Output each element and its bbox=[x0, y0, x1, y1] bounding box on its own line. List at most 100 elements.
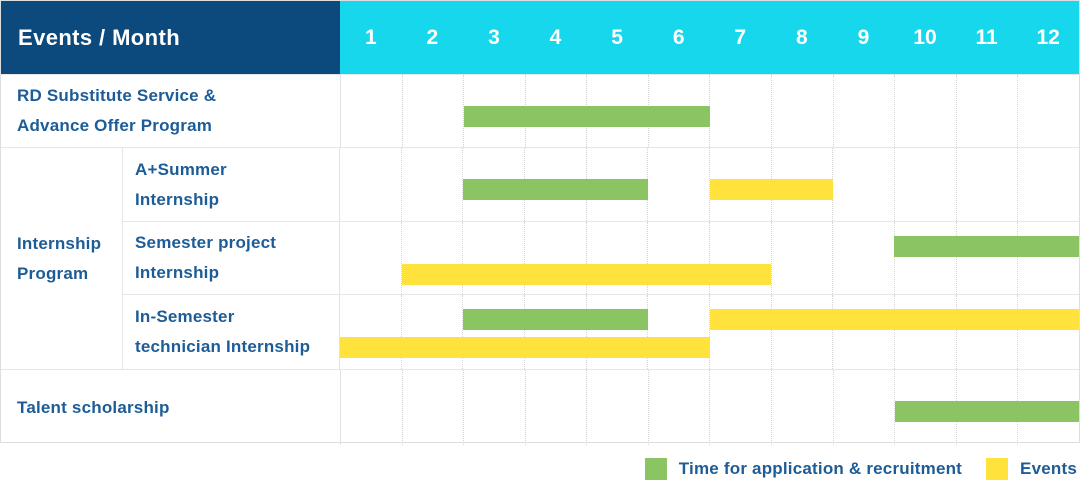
month-cell bbox=[585, 295, 648, 369]
month-cell bbox=[585, 222, 648, 294]
month-cell bbox=[400, 295, 463, 369]
event-row: RD Substitute Service & Advance Offer Pro… bbox=[1, 74, 1079, 147]
label-line: A+Summer bbox=[135, 159, 227, 179]
application-bar bbox=[463, 309, 648, 330]
month-header-cell: 2 bbox=[426, 25, 439, 49]
month-cell bbox=[1017, 222, 1079, 294]
label-line: Semester project bbox=[135, 233, 277, 252]
month-cell bbox=[894, 222, 956, 294]
event-row: Talent scholarship bbox=[1, 369, 1079, 445]
event-bar bbox=[340, 337, 710, 358]
month-grid bbox=[339, 222, 1079, 294]
month-header-row: 1 2 3 4 5 6 7 8 9 10 11 12 bbox=[340, 1, 1079, 74]
label-line: Program bbox=[17, 263, 89, 283]
month-cell bbox=[770, 222, 833, 294]
legend-swatch-application bbox=[644, 457, 667, 480]
month-cell bbox=[586, 370, 648, 445]
month-cell bbox=[771, 75, 833, 147]
month-cell bbox=[955, 222, 1018, 294]
month-header-cell: 5 bbox=[611, 25, 623, 49]
month-cell bbox=[340, 148, 401, 221]
row-label: Talent scholarship bbox=[1, 370, 340, 445]
month-cell bbox=[832, 75, 895, 147]
legend-label: Time for application & recruitment bbox=[678, 458, 963, 478]
month-grid bbox=[340, 75, 1079, 147]
legend-label: Events bbox=[1020, 458, 1077, 478]
month-header-cell: 6 bbox=[672, 25, 685, 49]
month-cell bbox=[463, 75, 525, 147]
legend-item: Time for application & recruitment bbox=[644, 457, 963, 480]
legend-item: Events bbox=[986, 457, 1077, 480]
month-cell bbox=[770, 295, 833, 369]
month-grid bbox=[340, 370, 1079, 445]
month-cell bbox=[771, 370, 833, 445]
month-cell bbox=[401, 370, 464, 445]
event-subrow: A+Summer Internship bbox=[123, 148, 1079, 221]
label-line: Internship bbox=[135, 189, 220, 209]
month-cell bbox=[955, 295, 1018, 369]
month-cell bbox=[832, 370, 895, 445]
month-cell bbox=[647, 148, 709, 221]
month-cell bbox=[709, 75, 771, 147]
month-cell bbox=[709, 295, 771, 369]
group-label: Internship Program bbox=[1, 148, 123, 369]
row-label: Semester project Internship bbox=[123, 222, 339, 294]
month-cell bbox=[832, 295, 894, 369]
label-line: Talent scholarship bbox=[17, 397, 170, 417]
label-line: Internship bbox=[17, 233, 102, 253]
month-cell bbox=[894, 148, 956, 221]
month-cell bbox=[341, 370, 402, 445]
month-grid bbox=[339, 148, 1079, 221]
row-label: In-Semester technician Internship bbox=[123, 295, 339, 369]
legend: Time for application & recruitment Events bbox=[0, 443, 1080, 494]
month-cell bbox=[462, 222, 524, 294]
month-header-cell: 10 bbox=[913, 25, 937, 49]
month-cell bbox=[647, 222, 709, 294]
month-cell bbox=[462, 148, 524, 221]
event-bar bbox=[401, 264, 772, 285]
month-cell bbox=[400, 222, 463, 294]
label-line: Internship bbox=[135, 263, 220, 282]
month-cell bbox=[462, 295, 524, 369]
month-cell bbox=[524, 295, 586, 369]
application-bar bbox=[894, 401, 1079, 422]
month-header-cell: 8 bbox=[795, 25, 808, 49]
label-line: Advance Offer Program bbox=[17, 116, 213, 135]
month-header-cell: 4 bbox=[549, 25, 562, 49]
group-children: A+Summer Internship Semester project Intern… bbox=[123, 148, 1079, 369]
month-cell bbox=[832, 148, 894, 221]
event-bar bbox=[709, 309, 1079, 330]
group-row: Internship Program A+Summer Internship Semes… bbox=[1, 147, 1079, 369]
label-line: technician Internship bbox=[135, 337, 311, 356]
application-bar bbox=[464, 106, 710, 127]
label-line: RD Substitute Service & bbox=[17, 86, 217, 105]
month-header-cell: 3 bbox=[488, 25, 500, 49]
month-cell bbox=[709, 222, 771, 294]
month-cell bbox=[340, 222, 401, 294]
gantt-body: RD Substitute Service & Advance Offer Pro… bbox=[1, 74, 1079, 445]
legend-swatch-event bbox=[986, 457, 1009, 480]
month-cell bbox=[709, 370, 771, 445]
month-cell bbox=[894, 295, 956, 369]
month-cell bbox=[955, 75, 1018, 147]
month-header-cell: 1 bbox=[364, 25, 377, 49]
month-cell bbox=[832, 222, 894, 294]
month-header-cell: 11 bbox=[975, 25, 998, 49]
month-cell bbox=[1017, 75, 1079, 147]
month-cell bbox=[524, 370, 587, 445]
month-cell bbox=[401, 75, 464, 147]
event-subrow: Semester project Internship bbox=[123, 221, 1079, 294]
gantt-table: Events / Month 1 2 3 4 5 6 7 8 9 10 11 12 RD Substi… bbox=[0, 0, 1080, 445]
month-cell bbox=[894, 75, 956, 147]
month-cell bbox=[524, 222, 586, 294]
month-cell bbox=[1017, 148, 1079, 221]
label-line: In-Semester bbox=[135, 307, 235, 326]
month-cell bbox=[647, 295, 709, 369]
month-cell bbox=[955, 148, 1018, 221]
month-cell bbox=[647, 370, 710, 445]
table-header-row: Events / Month 1 2 3 4 5 6 7 8 9 10 11 12 bbox=[1, 1, 1079, 74]
month-cell bbox=[400, 148, 463, 221]
event-subrow: In-Semester technician Internship bbox=[123, 294, 1079, 369]
month-header-cell: 9 bbox=[857, 25, 870, 49]
application-bar bbox=[463, 179, 648, 200]
